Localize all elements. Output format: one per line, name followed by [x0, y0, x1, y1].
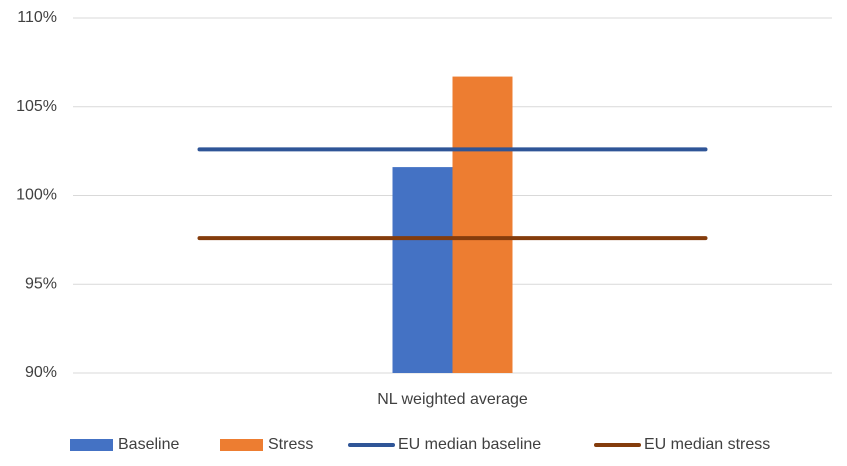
legend-label: EU median baseline	[398, 436, 541, 453]
legend-swatch	[70, 439, 113, 451]
y-tick-label: 95%	[25, 275, 57, 292]
y-tick-label: 90%	[25, 364, 57, 381]
legend-label: Baseline	[118, 436, 179, 453]
y-tick-label: 110%	[17, 9, 57, 26]
legend-label: Stress	[268, 436, 313, 453]
x-tick-label: NL weighted average	[377, 391, 528, 408]
bar	[452, 76, 513, 373]
y-tick-label: 100%	[16, 187, 57, 204]
y-tick-label: 105%	[16, 98, 57, 115]
legend-label: EU median stress	[644, 436, 770, 453]
bar	[392, 167, 453, 373]
legend-swatch	[220, 439, 263, 451]
